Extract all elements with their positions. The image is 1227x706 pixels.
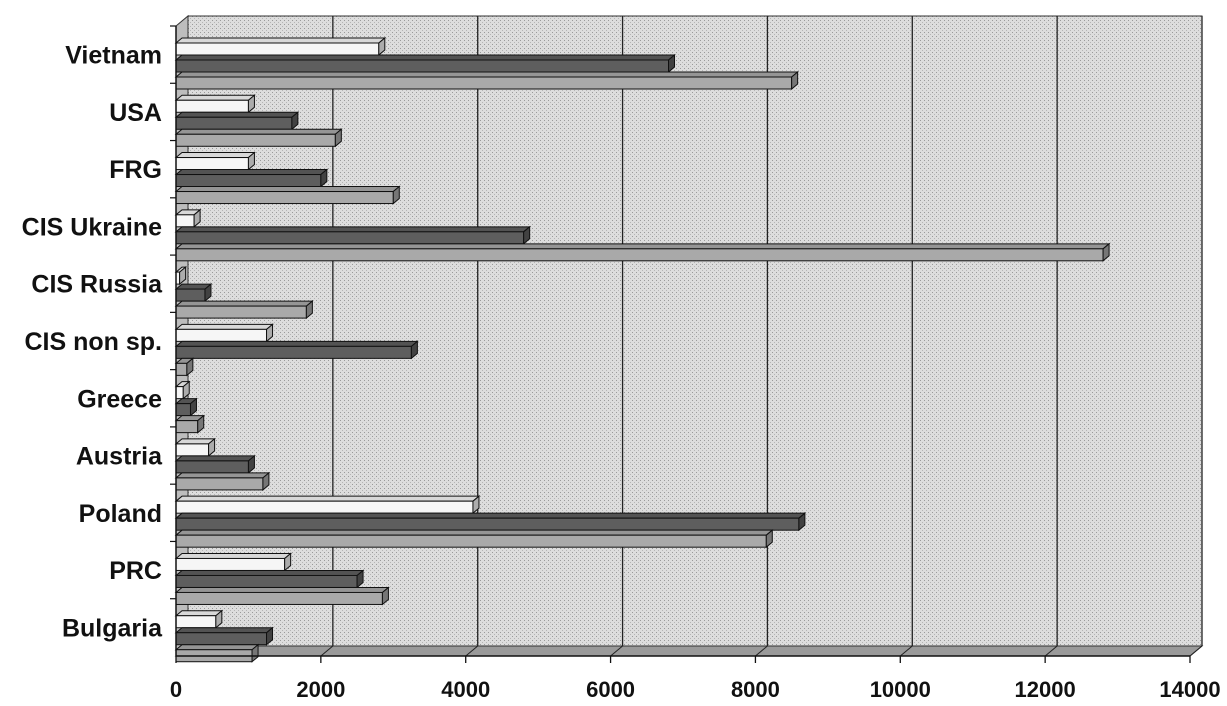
bar — [174, 225, 532, 245]
bar — [174, 414, 206, 434]
axes — [170, 25, 1191, 663]
gridline-floor — [610, 645, 623, 657]
bar — [174, 609, 224, 629]
bar — [174, 529, 774, 549]
bar — [174, 242, 1111, 262]
x-tick-label: 0 — [170, 677, 182, 702]
category-label: USA — [109, 99, 162, 127]
gridline-floor — [1189, 645, 1203, 657]
bar — [174, 586, 390, 606]
bar — [174, 266, 188, 286]
category-label: CIS Russia — [31, 271, 163, 299]
bar — [174, 151, 256, 171]
gridline-floor — [320, 645, 334, 657]
x-tick-label: 6000 — [586, 677, 635, 702]
bars — [174, 36, 1111, 663]
category-label: Vietnam — [65, 42, 162, 70]
bar — [174, 128, 343, 148]
category-label: FRG — [109, 156, 162, 184]
bar — [174, 70, 800, 91]
bar — [174, 323, 274, 343]
bar — [174, 471, 271, 491]
bar — [174, 300, 314, 320]
x-tick-label: 8000 — [731, 677, 780, 702]
bar — [174, 340, 419, 360]
plot-back-wall — [187, 15, 1203, 647]
bar — [174, 53, 676, 74]
category-label: Austria — [76, 443, 163, 471]
x-tick-label: 10000 — [870, 677, 931, 702]
bar — [174, 626, 274, 646]
bar — [174, 283, 213, 303]
bar — [174, 643, 260, 663]
gridline-floor — [1044, 645, 1058, 657]
bar — [174, 357, 195, 377]
labels: 0 2000 4000 6000 8000 10000 12000 14000 Bulgaria… — [22, 42, 1221, 702]
bar — [174, 569, 365, 589]
x-tick-label: 12000 — [1015, 677, 1076, 702]
bar — [174, 111, 300, 131]
x-tick-label: 14000 — [1159, 677, 1220, 702]
category-label: Bulgaria — [62, 614, 163, 642]
category-label: PRC — [109, 557, 162, 585]
bar — [174, 185, 401, 205]
gridline-floor — [755, 645, 768, 657]
bar — [174, 36, 387, 57]
bar — [174, 397, 198, 417]
category-label: Greece — [77, 385, 162, 413]
bar — [174, 454, 256, 474]
plot-area — [174, 14, 1204, 658]
category-label: CIS Ukraine — [22, 213, 162, 241]
gridline-floor — [465, 645, 479, 657]
bar — [174, 495, 481, 515]
bar — [174, 94, 256, 114]
bar — [174, 552, 293, 572]
category-label: Poland — [79, 500, 162, 528]
category-label: CIS non sp. — [25, 328, 163, 356]
plot-floor — [174, 645, 1204, 657]
bar — [174, 437, 216, 457]
bar — [174, 512, 807, 532]
x-tick-label: 2000 — [296, 677, 345, 702]
x-tick-label: 4000 — [441, 677, 490, 702]
gridline-floor — [899, 645, 913, 657]
bar — [174, 168, 329, 188]
bar — [174, 208, 202, 228]
